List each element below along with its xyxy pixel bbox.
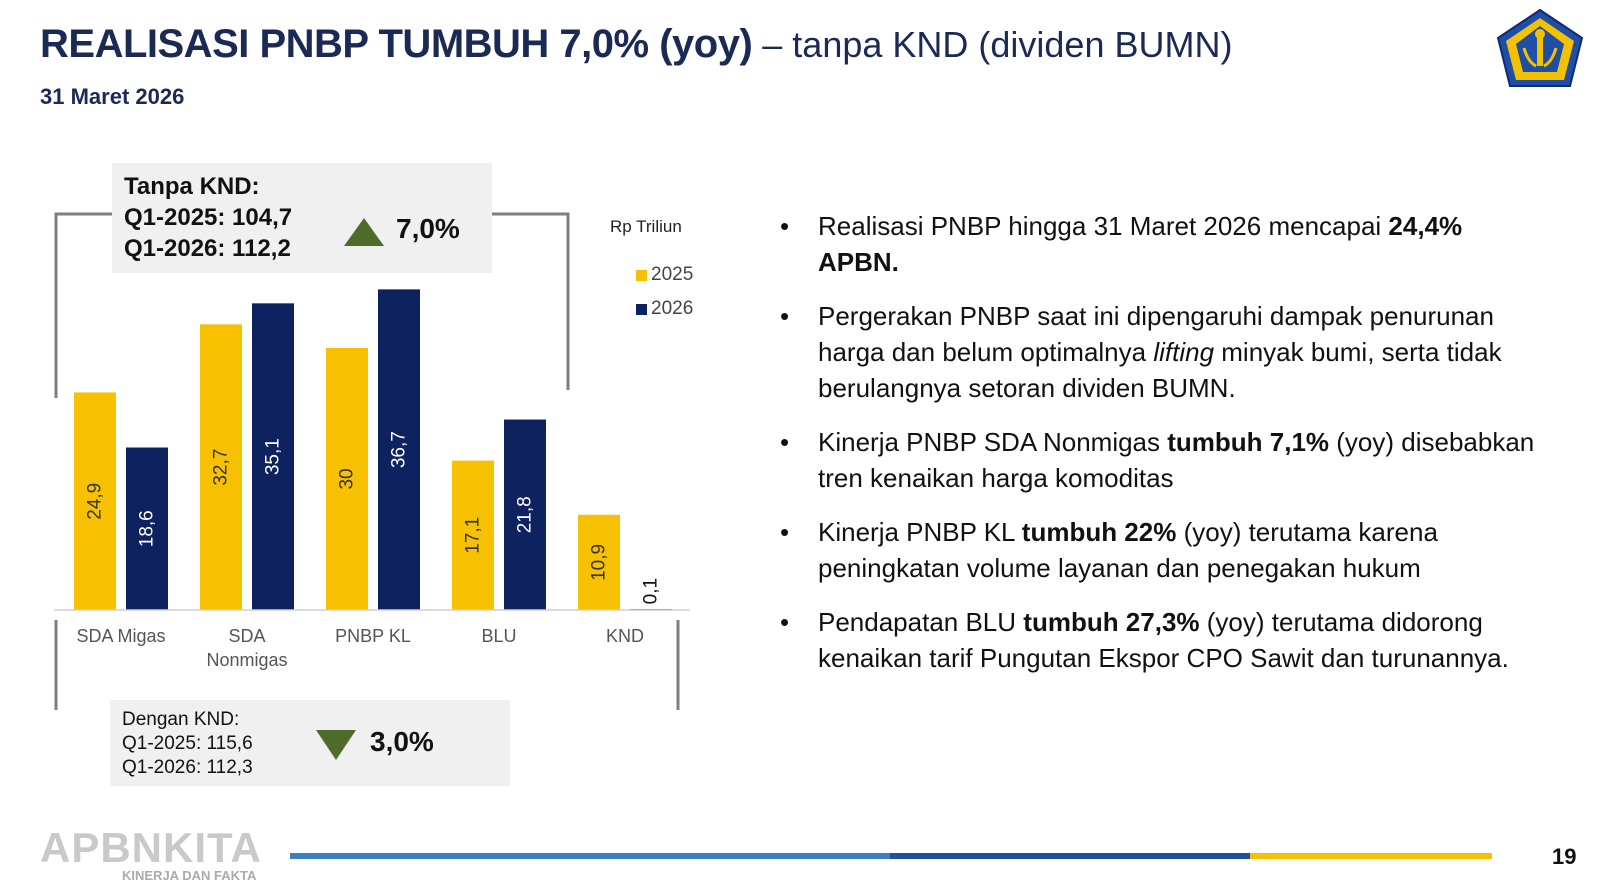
data-label-pnbp-kl-2026: 36,7 [389,431,410,468]
legend-label-2026: 2026 [651,298,694,319]
footer-bar-segment [290,853,890,859]
bracket-top-right [482,212,570,390]
bullet-text: (yoy) disebabkan tren kenaikan harga kom… [818,427,1535,493]
data-label-knd-2025: 10,9 [589,544,610,581]
data-label-blu-2025: 17,1 [463,517,484,554]
triangle-up-icon [344,218,384,246]
key-points-list: • Realisasi PNBP hingga 31 Maret 2026 men… [780,208,1540,694]
summary-bottom-2026: Q1-2026: 112,3 [122,757,253,778]
bullet-text: tumbuh 22% [1021,517,1177,547]
x-tick-label: KND [606,626,644,646]
footer-tagline: KINERJA DAN FAKTA [122,868,257,883]
summary-without-knd: Tanpa KND: Q1-2025: 104,7 Q1-2026: 112,2… [112,163,492,273]
chart-legend: 2025 2026 [636,258,693,326]
bullet-text: tumbuh 7,1% [1167,427,1330,457]
bullet-item: • Pergerakan PNBP saat ini dipengaruhi da… [780,298,1540,406]
footer-bar-segment [890,853,1250,859]
data-label-sda-nonmigas-2025: 32,7 [211,449,232,486]
data-label-sda-nonmigas-2026: 35,1 [263,438,284,475]
summary-bottom-2025: Q1-2025: 115,6 [122,733,253,754]
data-label-blu-2026: 21,8 [515,496,536,533]
summary-top-2025: Q1-2025: 104,7 [124,204,293,231]
x-tick-label: PNBP KL [335,626,411,646]
bullet-text: Pergerakan PNBP saat ini dipengaruhi dam… [818,301,1494,367]
summary-with-knd: Dengan KND: Q1-2025: 115,6 Q1-2026: 112,… [110,700,510,786]
bullet-item: • Realisasi PNBP hingga 31 Maret 2026 men… [780,208,1540,280]
title-sub: – tanpa KND (dividen BUMN) [752,24,1233,65]
x-tick-label: SDA Migas [76,626,165,646]
summary-top-2026: Q1-2026: 112,2 [124,235,291,262]
bar-blu-2025 [452,460,494,610]
bullet-text: (yoy) terutama didorong kenaikan tarif P… [818,607,1509,673]
legend-label-2025: 2025 [651,264,694,285]
bullet-text: Kinerja PNBP SDA Nonmigas [818,427,1168,457]
chart-unit-label: Rp Triliun [610,217,682,236]
bar-pnbp-kl-2026 [378,289,420,610]
data-label-knd-2026: 0,1 [641,578,662,604]
bullet-text: tumbuh 27,3% [1023,607,1200,637]
footer-bar-segment [1250,853,1492,859]
x-tick-label: SDA [228,626,265,646]
bracket-bottom-left [54,620,58,710]
summary-top-change: 7,0% [396,213,460,244]
bullet-text: Realisasi PNBP hingga 31 Maret 2026 menc… [818,211,1389,241]
summary-top-heading: Tanpa KND: [124,173,260,200]
triangle-down-icon [316,730,356,760]
bullet-item: • Kinerja PNBP SDA Nonmigas tumbuh 7,1% (… [780,424,1540,496]
legend-swatch-2026 [636,303,647,315]
pnbp-bar-chart: 24,9 18,6 32,7 35,1 30 36,7 17,1 21,8 10,9 0,1 SD… [54,212,690,710]
data-label-pnbp-kl-2025: 30 [337,468,358,489]
page-number: 19 [1552,844,1577,869]
title-main: REALISASI PNBP TUMBUH 7,0% (yoy) [40,22,753,66]
bar-knd-2025 [578,514,620,610]
bullet-dot-icon: • [780,211,790,241]
data-label-sda-migas-2025: 24,9 [85,483,106,520]
footer-brand: APBNKITA [40,824,262,871]
legend-item-2026: 2026 [636,292,693,326]
legend-swatch-2025 [636,269,647,281]
legend-item-2025: 2025 [636,258,693,292]
bullet-text: lifting [1153,337,1215,367]
bullet-text: 24,4% APBN. [818,211,1463,277]
bullet-item: • Kinerja PNBP KL tumbuh 22% (yoy) teruta… [780,514,1540,586]
apbnkita-logo: APBNKITA KINERJA DAN FAKTA [40,824,262,883]
x-tick-label: Nonmigas [206,650,287,670]
kemenkeu-emblem-icon [1496,8,1584,87]
summary-bottom-change: 3,0% [370,726,434,757]
bullet-dot-icon: • [780,607,790,637]
summary-bottom-heading: Dengan KND: [122,709,240,730]
data-label-sda-migas-2026: 18,6 [137,510,158,547]
bullet-text: minyak bumi, serta tidak berulangnya set… [818,337,1502,403]
bullet-dot-icon: • [780,517,790,547]
bracket-top-left [54,212,112,398]
page-title: REALISASI PNBP TUMBUH 7,0% (yoy) – tanpa… [40,22,1232,67]
bar-pnbp-kl-2025 [326,347,368,610]
bullet-dot-icon: • [780,427,790,457]
bar-blu-2026 [504,419,546,610]
x-tick-label: BLU [481,626,516,646]
bullet-item: • Pendapatan BLU tumbuh 27,3% (yoy) terut… [780,604,1540,676]
bullet-dot-icon: • [780,301,790,331]
bullet-text: Kinerja PNBP KL [818,517,1022,547]
bullet-text: Pendapatan BLU [818,607,1024,637]
bar-sda-migas-2026 [126,447,168,610]
bullet-text: (yoy) terutama karena peningkatan volume… [818,517,1438,583]
bar-sda-nonmigas-2026 [252,303,294,610]
chart-brackets [54,212,680,710]
report-date: 31 Maret 2026 [40,84,185,109]
bracket-bottom-right [676,620,680,710]
bar-sda-nonmigas-2025 [200,324,242,610]
bar-sda-migas-2025 [74,392,116,610]
